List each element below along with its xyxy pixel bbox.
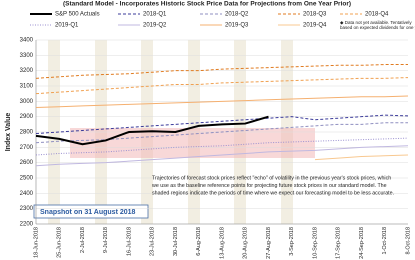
y-tick-label: 2300 [20, 206, 34, 212]
series-line [35, 122, 408, 144]
series-line [35, 114, 409, 135]
legend-label: 2019-Q1 [55, 23, 79, 29]
x-tick-label: 6-Aug-2018 [196, 227, 202, 256]
annotation: we use as the baseline reference points … [152, 183, 387, 189]
x-tick-label: 30-Jul-2018 [173, 227, 179, 256]
snapshot-box [33, 204, 149, 219]
y-tick-label: 3300 [20, 53, 34, 59]
legend-label: 2019-Q3 [225, 23, 249, 29]
y-tick-label: 3400 [20, 38, 34, 44]
series-line [35, 77, 409, 95]
chart-title: (Standard Model - Incorporates Historic … [63, 1, 351, 8]
x-tick-label: 8-Oct-2018 [405, 227, 411, 255]
y-tick-label: 2900 [20, 114, 34, 120]
x-tick-label: 27-Aug-2018 [266, 227, 272, 259]
series-line [35, 95, 409, 108]
y-axis-label: Index Value [5, 113, 12, 152]
series-line [35, 115, 269, 146]
y-tick-label: 2600 [20, 160, 34, 166]
series-line [35, 137, 409, 156]
y-tick-label: 2200 [20, 222, 34, 228]
x-tick-label: 24-Sep-2018 [359, 227, 365, 259]
y-tick-label: 3100 [20, 84, 34, 90]
y-tick-label: 2500 [20, 176, 34, 182]
legend-label: 2019-Q2 [143, 23, 167, 29]
x-tick-label: 20-Aug-2018 [243, 227, 249, 259]
legend-label: S&P 500 Actuals [55, 12, 100, 18]
series-line [314, 154, 409, 161]
legend-label: 2019-Q4 [303, 23, 327, 29]
y-tick-label: 2400 [20, 191, 34, 197]
legend-note: ◆ Data not yet available. Tentatively ba… [340, 20, 415, 30]
series-line [35, 64, 408, 79]
y-tick-label: 2800 [20, 130, 34, 136]
legend-note-part: based on expected dividends for one year… [340, 25, 415, 30]
legend-label: 2018-Q4 [365, 12, 389, 18]
x-tick-label: 25-Jun-2018 [57, 227, 63, 258]
x-tick-label: 16-Jul-2018 [126, 227, 132, 256]
y-tick-label: 3200 [20, 68, 34, 74]
x-tick-label: 13-Aug-2018 [219, 227, 225, 259]
x-tick-label: 1-Oct-2018 [382, 227, 388, 255]
series-line [35, 145, 409, 167]
x-tick-label: 10-Sep-2018 [312, 227, 318, 259]
x-tick-label: 23-Jul-2018 [150, 227, 156, 256]
y-tick-label: 2700 [20, 145, 34, 151]
x-tick-label: 2-Jul-2018 [80, 227, 86, 253]
y-tick-label: 3000 [20, 99, 34, 105]
x-tick-label: 9-Jul-2018 [103, 227, 109, 253]
x-tick-label: 18-Jun-2018 [33, 227, 39, 258]
legend-label: 2018-Q1 [143, 12, 167, 18]
legend-label: 2018-Q3 [303, 12, 327, 18]
annotation: Trajectories of forecast stock prices re… [152, 175, 391, 181]
legend-label: 2018-Q2 [225, 12, 249, 18]
annotation: shaded regions indicate the periods of t… [152, 190, 394, 196]
x-tick-label: 17-Sep-2018 [336, 227, 342, 259]
x-tick-label: 3-Sep-2018 [289, 227, 295, 256]
snapshot-label: Snapshot on 31 August 2018 [40, 209, 136, 216]
legend-note-part: ◆ Data not yet available. Tentatively [340, 20, 413, 25]
